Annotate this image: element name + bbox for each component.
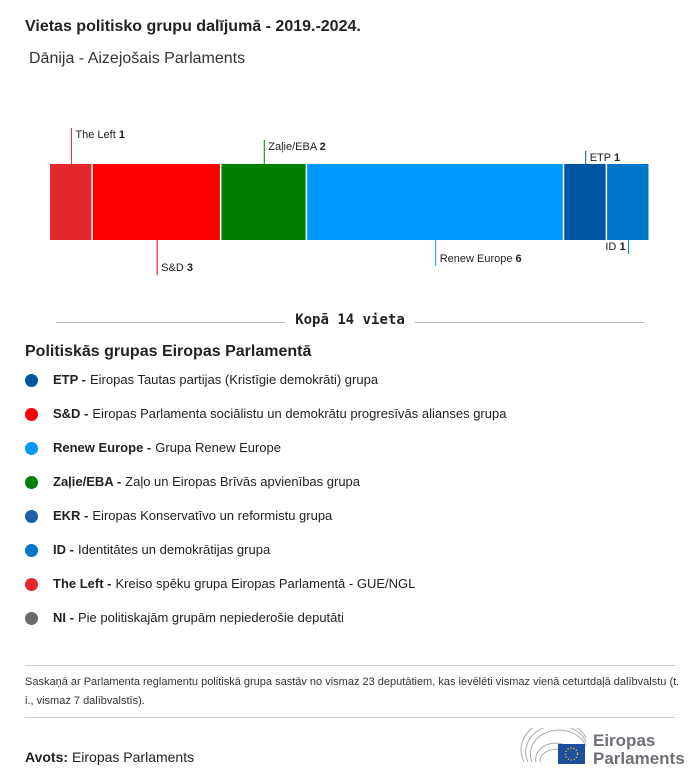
- total-seats: Kopā 14 vieta: [0, 312, 700, 328]
- divider: [25, 665, 675, 666]
- value-label: 1: [619, 241, 625, 253]
- bar-segment: [607, 164, 649, 240]
- legend-item: S&D - Eiropas Parlamenta sociālistu un de…: [25, 406, 506, 440]
- legend-item: The Left - Kreiso spēku grupa Eiropas Par…: [25, 576, 506, 610]
- legend-name: Eiropas Tautas partijas (Kristīgie demok…: [90, 372, 379, 387]
- data-label: Zaļie/EBA 2: [268, 141, 325, 153]
- chart-title: Vietas politisko grupu dalījumā - 2019.-…: [25, 18, 361, 35]
- legend-name: Eiropas Parlamenta sociālistu un demokrā…: [92, 406, 507, 421]
- legend-name: Eiropas Konservatīvo un reformistu grupa: [92, 508, 333, 523]
- data-label: Renew Europe 6: [440, 253, 522, 265]
- category-label: Renew Europe: [440, 253, 516, 265]
- legend-abbr: ID -: [53, 542, 74, 557]
- total-seats-label: Kopā 14 vieta: [285, 312, 415, 328]
- legend-abbr: NI -: [53, 610, 74, 625]
- source: Avots: Eiropas Parlaments: [25, 749, 194, 765]
- legend-item: NI - Pie politiskajām grupām nepiederošie…: [25, 610, 506, 644]
- legend-item: EKR - Eiropas Konservatīvo un reformistu …: [25, 508, 506, 542]
- value-label: 6: [516, 253, 522, 265]
- category-label: ID: [605, 241, 619, 253]
- data-label: The Left 1: [75, 129, 125, 141]
- legend-abbr: EKR -: [53, 508, 89, 523]
- source-label: Avots:: [25, 749, 69, 765]
- bar-segment: [564, 164, 606, 240]
- data-label: ETP 1: [590, 152, 620, 164]
- value-label: 1: [614, 152, 620, 164]
- legend-dot-icon: [25, 476, 38, 489]
- legend: ETP - Eiropas Tautas partijas (Kristīgie …: [25, 372, 506, 644]
- legend-item: Zaļie/EBA - Zaļo un Eiropas Brīvās apvien…: [25, 474, 506, 508]
- category-label: Zaļie/EBA: [268, 141, 319, 153]
- category-label: The Left: [75, 129, 118, 141]
- divider: [25, 717, 675, 718]
- legend-name: Identitātes un demokrātijas grupa: [77, 542, 271, 557]
- legend-item: Renew Europe - Grupa Renew Europe: [25, 440, 506, 474]
- legend-dot-icon: [25, 408, 38, 421]
- bar-segment: [92, 164, 220, 240]
- chart-subtitle: Dānija - Aizejošais Parlaments: [29, 50, 246, 67]
- logo-line1: Eiropas: [593, 731, 656, 750]
- legend-name: Zaļo un Eiropas Brīvās apvienības grupa: [125, 474, 361, 489]
- legend-dot-icon: [25, 578, 38, 591]
- source-value: Eiropas Parlaments: [71, 749, 195, 765]
- value-label: 2: [320, 141, 326, 153]
- legend-dot-icon: [25, 510, 38, 523]
- bar-segment: [307, 164, 563, 240]
- legend-dot-icon: [25, 442, 38, 455]
- legend-abbr: Zaļie/EBA -: [53, 474, 122, 489]
- legend-abbr: S&D -: [53, 406, 89, 421]
- legend-title: Politiskās grupas Eiropas Parlamentā: [25, 343, 312, 360]
- value-label: 1: [119, 129, 125, 141]
- footnote: Saskaņā ar Parlamenta reglamentu politis…: [25, 676, 680, 707]
- legend-abbr: The Left -: [53, 576, 112, 591]
- value-label: 3: [187, 262, 193, 274]
- legend-name: Kreiso spēku grupa Eiropas Parlamentā - …: [115, 576, 416, 591]
- data-label: ID 1: [605, 241, 625, 253]
- bar-segment: [221, 164, 306, 240]
- legend-dot-icon: [25, 374, 38, 387]
- legend-name: Pie politiskajām grupām nepiederošie dep…: [77, 610, 344, 625]
- legend-abbr: Renew Europe -: [53, 440, 152, 455]
- legend-item: ID - Identitātes un demokrātijas grupa: [25, 542, 506, 576]
- legend-item: ETP - Eiropas Tautas partijas (Kristīgie …: [25, 372, 506, 406]
- seat-bar-chart: The Left 1 S&D 3 Zaļie/EBA 2 Renew Europe 6…: [50, 128, 649, 275]
- category-label: S&D: [161, 262, 187, 274]
- logo-line2: Parlaments: [593, 749, 685, 768]
- logo-text: Eiropas Parlaments: [593, 732, 685, 768]
- legend-dot-icon: [25, 544, 38, 557]
- data-label: S&D 3: [161, 262, 193, 274]
- parliament-logo-icon: [520, 728, 587, 764]
- category-label: ETP: [590, 152, 614, 164]
- legend-name: Grupa Renew Europe: [155, 440, 281, 455]
- bar-segment: [50, 164, 92, 240]
- legend-dot-icon: [25, 612, 38, 625]
- legend-abbr: ETP -: [53, 372, 86, 387]
